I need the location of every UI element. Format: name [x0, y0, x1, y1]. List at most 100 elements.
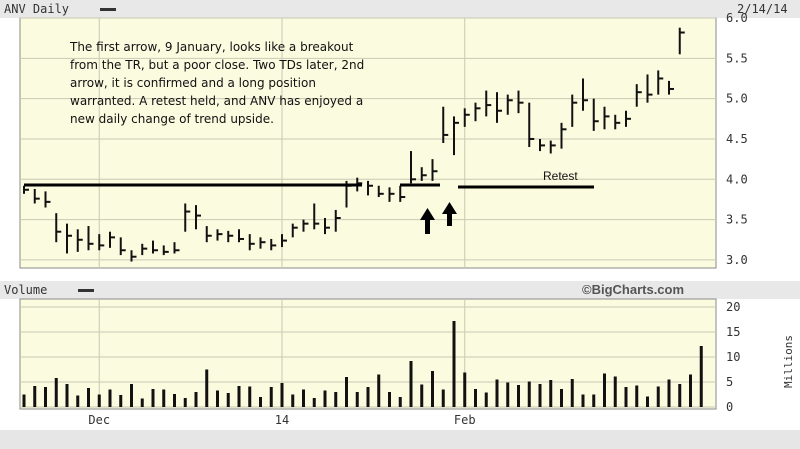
price-bar: [313, 203, 320, 230]
price-bar: [270, 238, 277, 251]
price-bar: [420, 167, 427, 181]
volume-bar: [334, 392, 338, 407]
price-bar: [281, 234, 287, 248]
retest-label: Retest: [543, 169, 578, 183]
volume-bar: [484, 392, 488, 407]
price-tick-label: 6.0: [726, 11, 748, 25]
volume-bar: [592, 394, 596, 407]
price-bar: [141, 243, 148, 256]
price-tick-label: 4.0: [726, 172, 748, 186]
price-bar: [66, 223, 72, 254]
price-bar: [657, 70, 664, 95]
volume-bar: [624, 387, 628, 407]
price-tick-label: 5.5: [726, 51, 748, 65]
price-tick-label: 3.0: [726, 253, 748, 267]
price-bar: [453, 116, 459, 156]
volume-bar: [355, 392, 359, 407]
date-tick-label: Feb: [454, 413, 476, 427]
price-bar: [44, 191, 51, 208]
price-bar: [238, 229, 244, 243]
volume-bar: [570, 379, 574, 407]
volume-bar: [431, 371, 434, 407]
bottom-strip: [0, 430, 800, 449]
price-axis: 3.0 3.5 4.0 4.5 5.0 5.5 6.0: [726, 11, 748, 267]
volume-bar: [216, 390, 219, 407]
volume-tick-label: 0: [726, 400, 733, 414]
price-bar: [646, 74, 653, 103]
price-bar: [431, 159, 438, 181]
volume-bar: [699, 346, 703, 407]
price-bar: [463, 108, 470, 127]
volume-bar: [280, 383, 284, 407]
volume-bar: [194, 392, 198, 407]
price-bar: [152, 240, 158, 254]
volume-bar: [366, 387, 370, 407]
price-bar: [377, 185, 384, 198]
price-bar: [399, 185, 406, 202]
chart-ticker: ANV Daily: [4, 2, 69, 16]
price-bar: [87, 226, 94, 251]
volume-bars: [22, 321, 703, 407]
volume-bar: [635, 385, 639, 407]
price-bar: [184, 203, 191, 232]
volume-bar: [409, 361, 413, 407]
volume-bar: [302, 389, 305, 407]
volume-header-bg: [0, 281, 800, 299]
volume-bar: [140, 398, 144, 407]
price-bar: [517, 90, 524, 114]
price-bar: [162, 245, 169, 256]
price-bar: [119, 237, 126, 256]
volume-bar: [97, 394, 101, 407]
volume-bar: [173, 394, 176, 407]
volume-bar: [108, 389, 112, 407]
volume-bar: [388, 392, 391, 407]
price-bar: [248, 234, 255, 251]
volume-bar: [33, 386, 37, 407]
volume-bar: [44, 387, 47, 407]
volume-bar: [538, 384, 542, 407]
price-bar: [334, 209, 341, 232]
volume-axis: 0 5 10 15 20: [726, 300, 740, 414]
price-bar: [55, 213, 62, 243]
volume-bar: [65, 384, 69, 407]
volume-bar: [269, 387, 273, 407]
volume-bar: [420, 384, 424, 407]
price-bar: [130, 250, 137, 262]
volume-bar: [463, 372, 467, 407]
ticker-dash-icon: [100, 8, 116, 11]
price-bar: [76, 229, 83, 252]
date-axis: Dec 14 Feb: [88, 413, 475, 427]
volume-tick-label: 10: [726, 350, 740, 364]
volume-bar: [87, 388, 90, 407]
price-bar: [324, 218, 330, 235]
volume-bar: [312, 398, 316, 407]
volume-bar: [162, 389, 166, 407]
price-bar: [227, 230, 234, 243]
price-bar: [571, 94, 578, 127]
volume-bar: [613, 376, 617, 407]
grid-lines: [20, 17, 716, 409]
volume-bar: [549, 380, 553, 407]
volume-bar: [183, 398, 187, 407]
price-bars: [23, 27, 685, 262]
volume-bar: [646, 396, 649, 407]
volume-unit-label: Millions: [782, 335, 795, 388]
volume-bar: [259, 397, 262, 407]
price-bar: [678, 27, 685, 55]
price-bar: [496, 92, 502, 123]
price-tick-label: 5.0: [726, 92, 748, 106]
volume-bar: [441, 389, 445, 407]
volume-bar: [689, 374, 692, 407]
volume-bar: [377, 374, 381, 407]
volume-bar: [205, 369, 209, 407]
price-bar: [410, 151, 416, 184]
volume-bar: [667, 379, 671, 407]
price-bar: [625, 110, 631, 127]
volume-bar: [495, 379, 499, 407]
price-bar: [98, 234, 105, 251]
price-bar: [195, 205, 201, 230]
volume-tick-label: 5: [726, 375, 733, 389]
volume-title: Volume: [4, 283, 47, 297]
first-breakout-arrow-icon: [420, 208, 435, 234]
price-bar: [528, 102, 535, 148]
